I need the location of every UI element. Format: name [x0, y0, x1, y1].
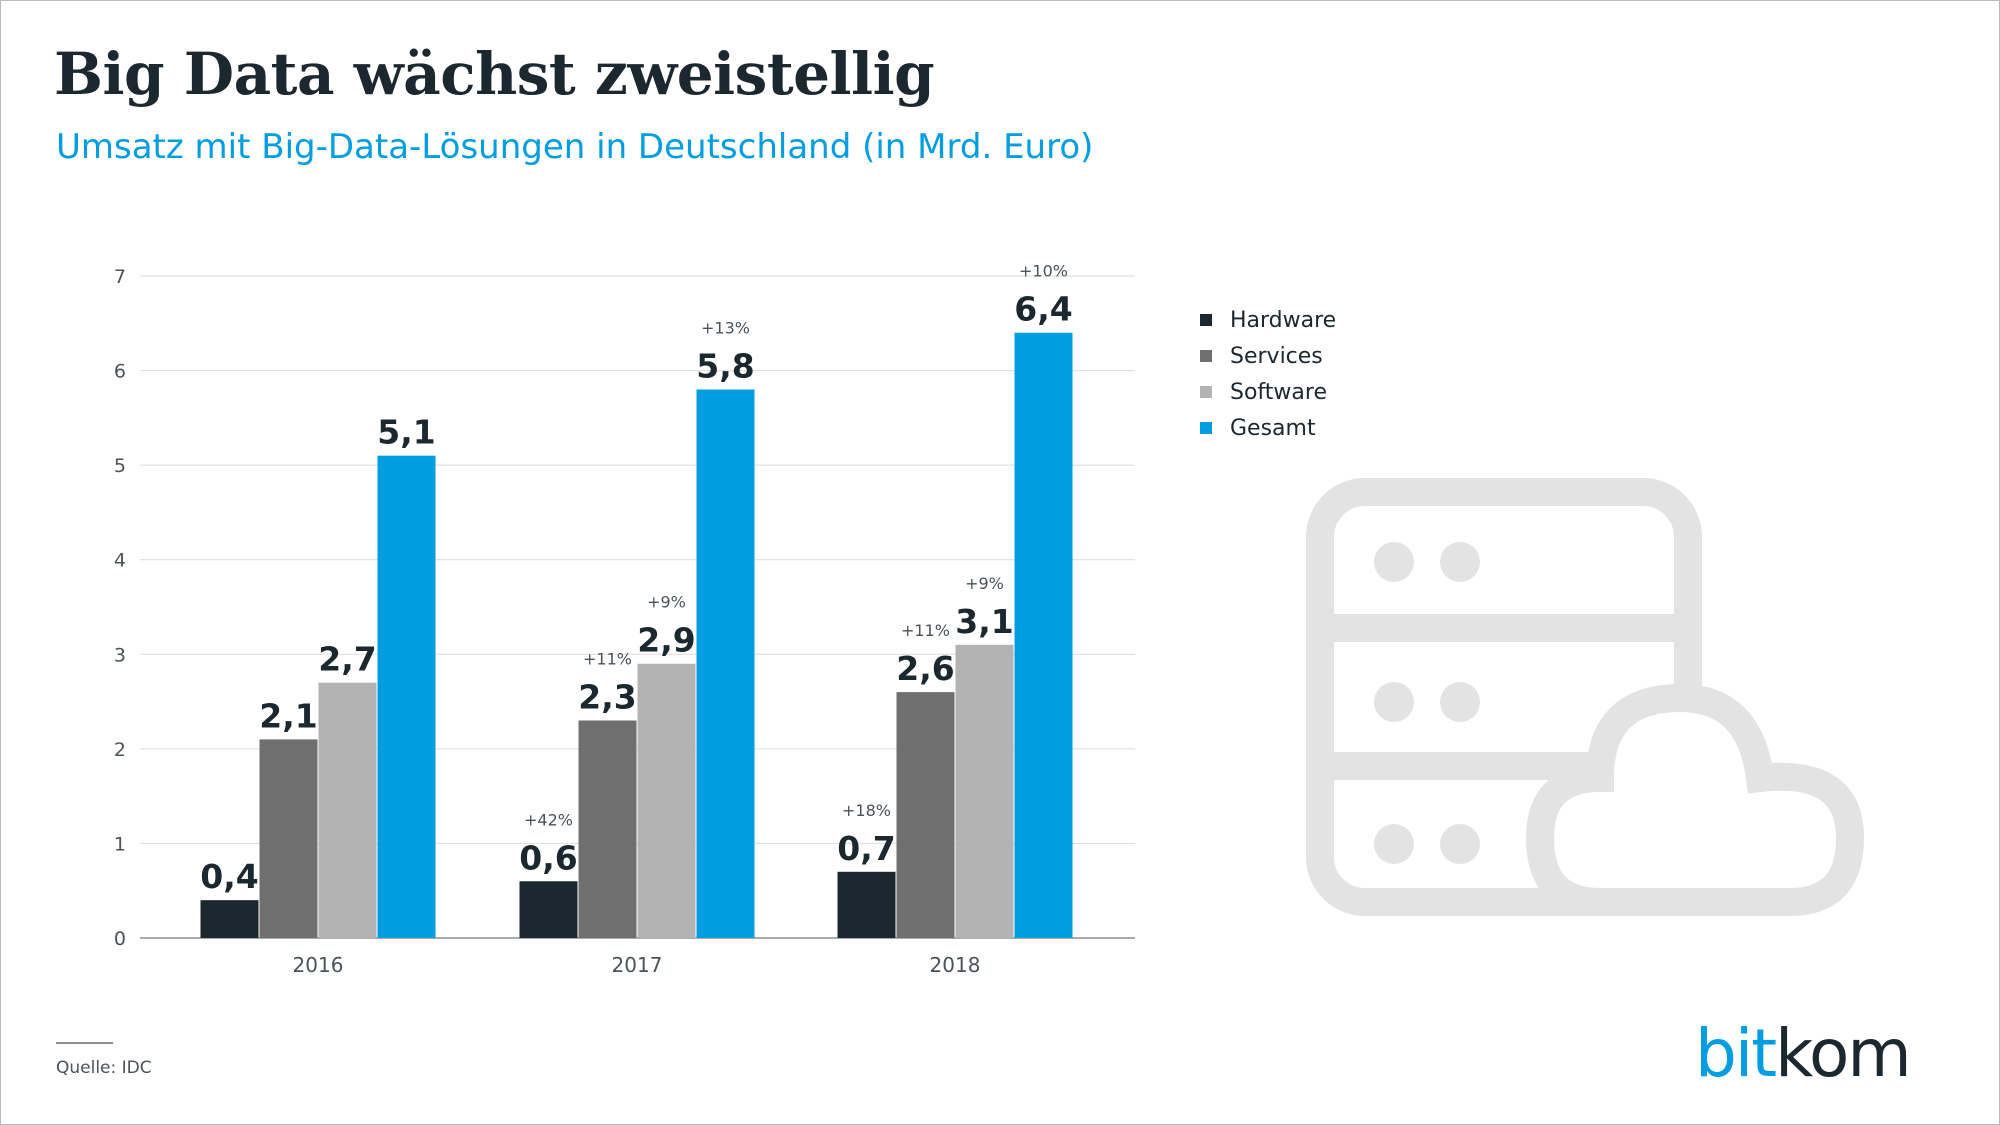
- growth-label: +9%: [647, 593, 686, 612]
- bar: [696, 389, 755, 938]
- data-label: 0,4: [200, 857, 258, 896]
- legend-item-software: Software: [1200, 374, 1336, 410]
- growth-label: +11%: [901, 621, 950, 640]
- data-label: 2,6: [896, 649, 954, 688]
- bar: [1014, 332, 1073, 938]
- growth-label: +13%: [701, 318, 750, 337]
- y-tick-label: 7: [114, 266, 126, 288]
- data-label: 5,1: [377, 413, 435, 452]
- y-tick-label: 0: [114, 928, 126, 950]
- bar: [637, 663, 696, 938]
- bar: [377, 455, 436, 938]
- data-label: 2,9: [637, 621, 695, 660]
- bitkom-logo: bitkom: [1695, 1015, 1912, 1092]
- bar: [955, 644, 1014, 938]
- legend-swatch-services: [1200, 350, 1212, 362]
- source-divider: [56, 1042, 113, 1044]
- growth-label: +11%: [583, 649, 632, 668]
- y-tick-label: 1: [114, 833, 126, 855]
- legend-swatch-hardware: [1200, 314, 1212, 326]
- chart-subtitle: Umsatz mit Big-Data-Lösungen in Deutschl…: [56, 127, 1094, 167]
- source-note: Quelle: IDC: [56, 1058, 152, 1078]
- growth-label: +18%: [842, 801, 891, 820]
- growth-label: +10%: [1019, 262, 1068, 281]
- bar: [259, 739, 318, 938]
- legend-label-software: Software: [1230, 379, 1327, 405]
- data-label: 2,3: [578, 677, 636, 716]
- x-tick-label: 2018: [930, 953, 981, 977]
- growth-label: +9%: [965, 574, 1004, 593]
- bar: [896, 692, 955, 938]
- legend-label-hardware: Hardware: [1230, 307, 1337, 333]
- legend-swatch-gesamt: [1200, 422, 1212, 434]
- y-tick-label: 3: [114, 644, 126, 666]
- y-tick-label: 6: [114, 361, 126, 383]
- x-tick-label: 2016: [293, 953, 344, 977]
- bar: [318, 682, 377, 938]
- logo-part-bit: bit: [1695, 1015, 1777, 1092]
- legend: Hardware Services Software Gesamt: [1200, 302, 1336, 446]
- legend-swatch-software: [1200, 386, 1212, 398]
- legend-label-gesamt: Gesamt: [1230, 415, 1316, 441]
- data-label: 3,1: [955, 602, 1013, 641]
- growth-label: +42%: [524, 810, 573, 829]
- bar: [578, 720, 637, 938]
- bar: [837, 871, 896, 938]
- data-label: 2,1: [259, 696, 317, 735]
- x-tick-label: 2017: [612, 953, 663, 977]
- legend-item-services: Services: [1200, 338, 1336, 374]
- bar: [200, 900, 259, 938]
- logo-part-kom: kom: [1775, 1015, 1912, 1092]
- data-label: 5,8: [696, 346, 754, 385]
- server-cloud-icon: [1306, 478, 1865, 916]
- legend-item-hardware: Hardware: [1200, 302, 1336, 338]
- legend-item-gesamt: Gesamt: [1200, 410, 1336, 446]
- data-label: 0,6: [519, 838, 577, 877]
- data-label: 2,7: [318, 640, 376, 679]
- data-label: 0,7: [837, 829, 895, 868]
- y-tick-label: 5: [114, 455, 126, 477]
- bar: [519, 881, 578, 938]
- y-tick-label: 4: [114, 550, 126, 572]
- y-tick-label: 2: [114, 739, 126, 761]
- legend-label-services: Services: [1230, 343, 1323, 369]
- data-label: 6,4: [1014, 290, 1072, 329]
- chart-title: Big Data wächst zweistellig: [54, 40, 935, 108]
